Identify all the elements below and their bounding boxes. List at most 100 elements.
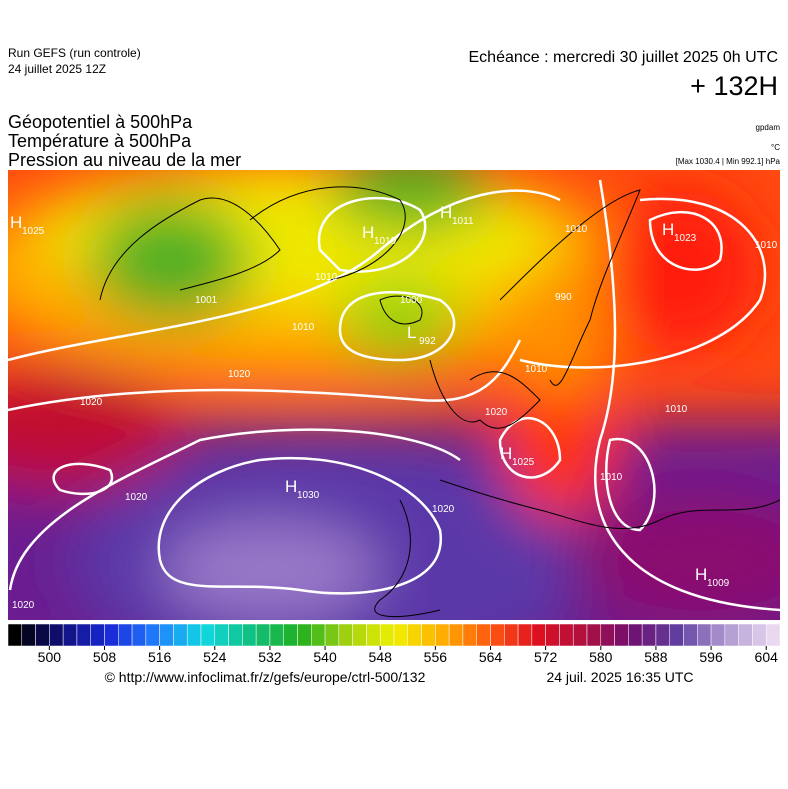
colorbar-cell [173,623,188,647]
run: Run GEFS (run controle) [8,46,141,60]
valid-time: Echéance : mercredi 30 juillet 2025 0h U… [469,49,779,66]
center-letter: L [407,323,416,342]
title: Pression au niveau de la mer [8,150,241,170]
isobar-label: 1020 [12,600,35,611]
center-value: 1011 [452,216,474,227]
colorbar-cell [283,623,298,647]
colorbar-cell [504,623,519,647]
colorbar-cell [242,623,257,647]
colorbar-cell [462,623,477,647]
lead-time: + 132H [690,71,778,101]
title: Géopotentiel à 500hPa [8,112,193,132]
colorbar-label: 596 [699,649,723,665]
colorbar-cell [517,623,533,647]
colorbar-cell [641,623,657,647]
coastlines [99,186,780,617]
colorbar-label: 524 [203,649,227,665]
colorbar-label: 516 [148,649,172,665]
colorbar-label: 556 [424,649,448,665]
colorbar-cell [62,623,78,647]
generated: 24 juil. 2025 16:35 UTC [546,669,693,685]
isobar-label: 1010 [565,224,588,235]
colorbar-cell [118,623,133,647]
colorbar-cell [710,623,726,647]
isobar-label: 1020 [432,504,455,515]
colorbar-cell [311,623,326,647]
colorbar-cell [614,623,629,647]
colorbar-cell [76,623,91,647]
colorbar-cell [214,623,229,647]
isobar-label: 990 [555,292,572,303]
colorbar-cell [393,623,409,647]
unit: gpdam [756,123,781,132]
colorbar-cell [186,623,202,647]
colorbar-cell [435,623,450,647]
colorbar-cell [559,623,574,647]
colorbar-cell [628,623,643,647]
center-letter: H [662,220,674,239]
colorbar-cell [724,623,739,647]
colorbar-cell [421,623,436,647]
center-letter: H [10,213,22,232]
center-value: 1023 [674,233,697,244]
colorbar-cell [738,623,753,647]
colorbar-cell [379,623,395,647]
colorbar-cell [35,623,50,647]
colorbar-cell [572,623,588,647]
colorbar-cell [683,623,698,647]
colorbar-cell [104,623,119,647]
colorbar-cell [338,623,353,647]
colorbar-cell [490,623,505,647]
isobar-label: 1020 [485,407,508,418]
colorbar-label: 508 [93,649,117,665]
colorbar-cell [655,623,670,647]
colorbar-label: 588 [644,649,668,665]
colorbar-cell [366,623,381,647]
center-value: 1030 [297,490,320,501]
colorbar-cell [765,623,781,647]
isobars [8,179,780,612]
colorbar-cell [159,623,174,647]
colorbar-label: 604 [755,649,779,665]
colorbar-label: 500 [38,649,62,665]
colorbar: 500 508 516 524 532 540 548 556 564 572 580 588 596 6… [7,623,781,665]
center-letter: H [285,477,297,496]
center-value: 1009 [707,578,730,589]
colorbar-cell [352,623,367,647]
center-value: 992 [419,336,436,347]
colorbar-cell [752,623,767,647]
source: © http://www.infoclimat.fr/z/gefs/europe… [105,669,426,685]
colorbar-cell [448,623,464,647]
center-value: 1019 [374,236,397,247]
unit: [Max 1030.4 | Min 992.1] hPa [676,157,781,166]
colorbar-cell [49,623,64,647]
isobar-label: 1010 [755,240,778,251]
title: Température à 500hPa [8,131,192,151]
colorbar-cell [200,623,216,647]
isobar-label: 1020 [80,397,103,408]
colorbar-label: 572 [534,649,558,665]
center-value: 1025 [512,457,535,468]
isobar-label: 1010 [600,472,623,483]
unit: °C [771,143,780,152]
colorbar-cell [476,623,491,647]
center-letter: H [440,203,452,222]
colorbar-label: 540 [313,649,337,665]
colorbar-cell [269,623,284,647]
isobar-label: 1001 [195,295,218,306]
colorbar-cell [531,623,546,647]
colorbar-cell [21,623,36,647]
colorbar-cell [600,623,615,647]
isobar-label: 1010 [315,272,338,283]
colorbar-cell [545,623,560,647]
colorbar-label: 532 [258,649,282,665]
center-value: 1025 [22,226,45,237]
colorbar-cell [90,623,105,647]
colorbar-cell [407,623,422,647]
colorbar-cell [297,623,312,647]
isobar-label: 1010 [525,364,548,375]
colorbar-label: 548 [369,649,393,665]
colorbar-cell [697,623,712,647]
